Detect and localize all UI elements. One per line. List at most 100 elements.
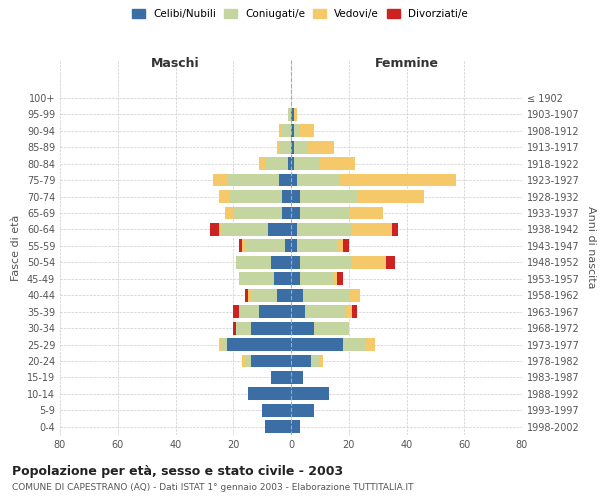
- Bar: [352, 305, 358, 318]
- Legend: Celibi/Nubili, Coniugati/e, Vedovi/e, Divorziati/e: Celibi/Nubili, Coniugati/e, Vedovi/e, Di…: [128, 5, 472, 24]
- Bar: [299, 124, 314, 137]
- Bar: [242, 354, 245, 368]
- Bar: [314, 322, 349, 334]
- Bar: [340, 174, 455, 186]
- Bar: [294, 124, 299, 137]
- Bar: [291, 108, 294, 120]
- Bar: [291, 305, 305, 318]
- Bar: [277, 141, 280, 154]
- Bar: [236, 322, 251, 334]
- Bar: [271, 371, 291, 384]
- Bar: [294, 108, 297, 120]
- Bar: [280, 124, 283, 137]
- Y-axis label: Fasce di età: Fasce di età: [11, 214, 21, 280]
- Bar: [291, 223, 297, 236]
- Bar: [291, 124, 294, 137]
- Bar: [291, 338, 343, 351]
- Bar: [308, 141, 334, 154]
- Bar: [268, 223, 291, 236]
- Bar: [291, 206, 299, 220]
- Bar: [242, 240, 245, 252]
- Bar: [299, 272, 334, 285]
- Bar: [291, 174, 297, 186]
- Bar: [343, 338, 366, 351]
- Bar: [299, 256, 352, 268]
- Bar: [280, 141, 291, 154]
- Bar: [230, 190, 283, 203]
- Bar: [366, 338, 375, 351]
- Bar: [239, 272, 274, 285]
- Bar: [299, 206, 349, 220]
- Bar: [236, 256, 271, 268]
- Bar: [291, 420, 299, 433]
- Bar: [320, 157, 355, 170]
- Bar: [262, 404, 291, 416]
- Bar: [305, 305, 346, 318]
- Bar: [280, 174, 291, 186]
- Bar: [320, 354, 323, 368]
- Bar: [352, 256, 386, 268]
- Bar: [291, 388, 329, 400]
- Bar: [245, 354, 251, 368]
- Bar: [224, 206, 233, 220]
- Bar: [297, 174, 340, 186]
- Bar: [219, 190, 230, 203]
- Bar: [337, 272, 343, 285]
- Bar: [358, 190, 424, 203]
- Bar: [245, 289, 248, 302]
- Bar: [265, 420, 291, 433]
- Bar: [259, 305, 291, 318]
- Bar: [210, 223, 219, 236]
- Bar: [349, 289, 360, 302]
- Bar: [299, 190, 358, 203]
- Bar: [283, 190, 291, 203]
- Bar: [291, 354, 311, 368]
- Bar: [291, 157, 294, 170]
- Bar: [222, 223, 268, 236]
- Bar: [239, 305, 259, 318]
- Bar: [291, 371, 302, 384]
- Bar: [311, 354, 320, 368]
- Bar: [251, 354, 291, 368]
- Bar: [251, 289, 277, 302]
- Bar: [288, 157, 291, 170]
- Bar: [239, 240, 242, 252]
- Bar: [213, 174, 227, 186]
- Bar: [274, 272, 291, 285]
- Bar: [291, 190, 299, 203]
- Text: Femmine: Femmine: [374, 57, 439, 70]
- Bar: [277, 289, 291, 302]
- Bar: [343, 240, 349, 252]
- Bar: [245, 240, 285, 252]
- Bar: [248, 289, 251, 302]
- Bar: [219, 338, 222, 351]
- Bar: [227, 174, 280, 186]
- Bar: [302, 289, 349, 302]
- Bar: [288, 108, 291, 120]
- Bar: [219, 223, 222, 236]
- Bar: [285, 240, 291, 252]
- Bar: [386, 256, 395, 268]
- Bar: [291, 256, 299, 268]
- Bar: [337, 240, 343, 252]
- Bar: [297, 240, 337, 252]
- Bar: [291, 404, 314, 416]
- Bar: [291, 322, 314, 334]
- Bar: [222, 338, 227, 351]
- Bar: [283, 124, 291, 137]
- Bar: [346, 305, 352, 318]
- Bar: [251, 322, 291, 334]
- Text: Popolazione per età, sesso e stato civile - 2003: Popolazione per età, sesso e stato civil…: [12, 465, 343, 478]
- Bar: [291, 240, 297, 252]
- Bar: [259, 157, 265, 170]
- Bar: [297, 223, 352, 236]
- Bar: [392, 223, 398, 236]
- Bar: [291, 289, 302, 302]
- Bar: [291, 141, 294, 154]
- Bar: [233, 322, 236, 334]
- Bar: [233, 305, 239, 318]
- Bar: [294, 141, 308, 154]
- Text: COMUNE DI CAPESTRANO (AQ) - Dati ISTAT 1° gennaio 2003 - Elaborazione TUTTITALIA: COMUNE DI CAPESTRANO (AQ) - Dati ISTAT 1…: [12, 482, 413, 492]
- Bar: [271, 256, 291, 268]
- Y-axis label: Anni di nascita: Anni di nascita: [586, 206, 596, 289]
